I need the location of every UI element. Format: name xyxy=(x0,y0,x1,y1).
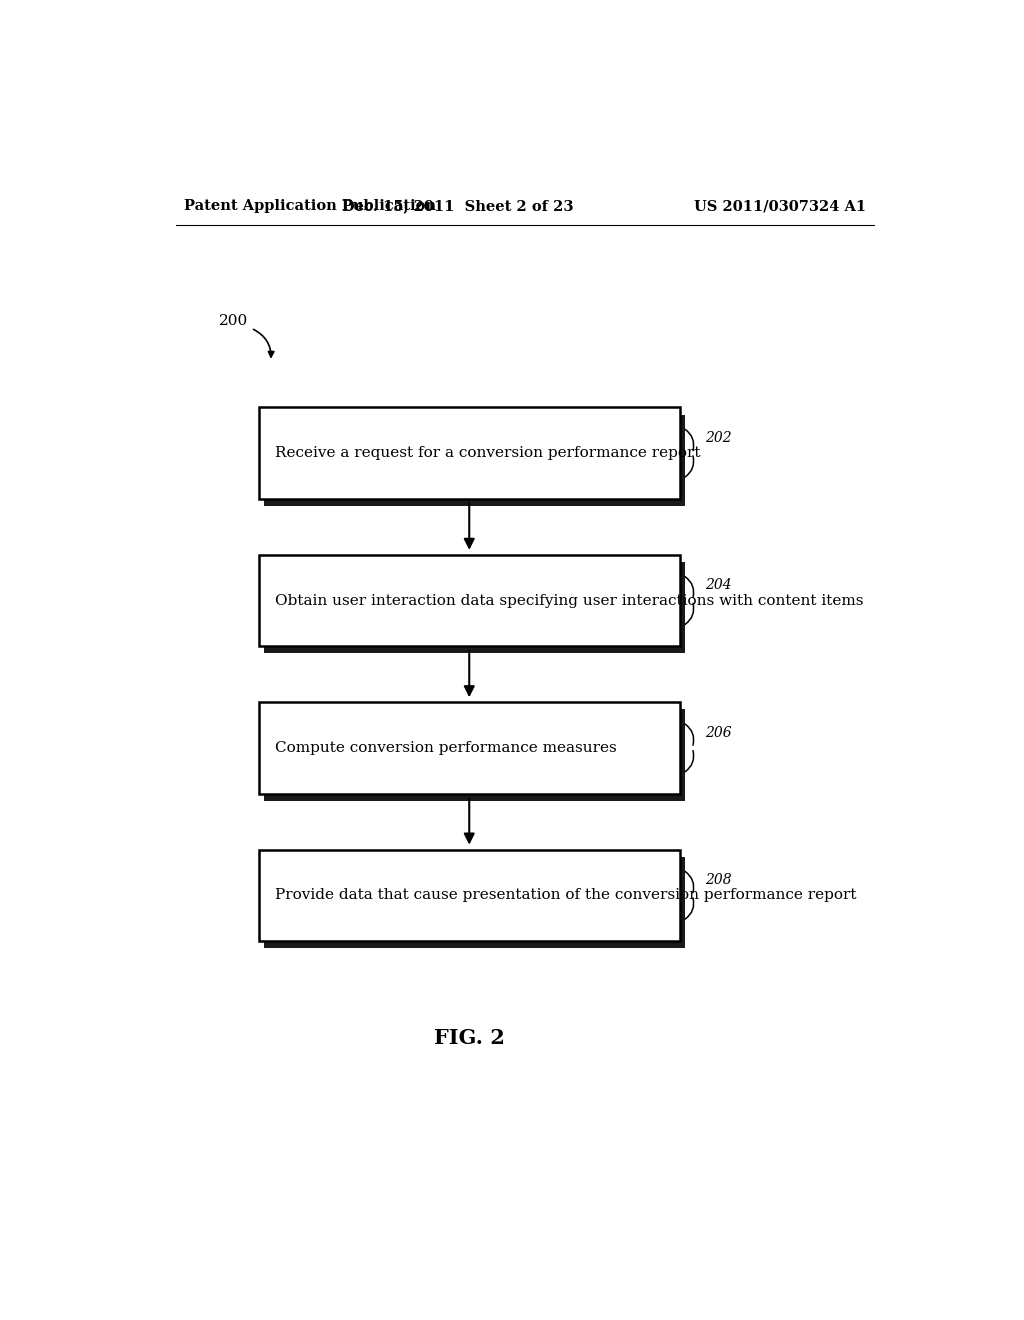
Text: Obtain user interaction data specifying user interactions with content items: Obtain user interaction data specifying … xyxy=(274,594,863,607)
Text: Receive a request for a conversion performance report: Receive a request for a conversion perfo… xyxy=(274,446,700,461)
Bar xyxy=(259,850,680,941)
Text: Provide data that cause presentation of the conversion performance report: Provide data that cause presentation of … xyxy=(274,888,856,903)
Bar xyxy=(264,562,685,653)
Text: 202: 202 xyxy=(705,430,731,445)
Text: US 2011/0307324 A1: US 2011/0307324 A1 xyxy=(694,199,866,213)
Text: 208: 208 xyxy=(705,873,731,887)
FancyArrowPatch shape xyxy=(254,330,273,356)
Text: 204: 204 xyxy=(705,578,731,593)
Bar xyxy=(259,554,680,647)
Text: 200: 200 xyxy=(219,314,249,329)
Bar xyxy=(264,709,685,801)
Text: Patent Application Publication: Patent Application Publication xyxy=(183,199,435,213)
Bar xyxy=(264,414,685,506)
Text: Compute conversion performance measures: Compute conversion performance measures xyxy=(274,741,616,755)
Text: Dec. 15, 2011  Sheet 2 of 23: Dec. 15, 2011 Sheet 2 of 23 xyxy=(342,199,573,213)
Bar xyxy=(259,702,680,793)
Bar xyxy=(259,408,680,499)
Text: 206: 206 xyxy=(705,726,731,739)
Bar xyxy=(264,857,685,948)
Text: FIG. 2: FIG. 2 xyxy=(434,1027,505,1048)
